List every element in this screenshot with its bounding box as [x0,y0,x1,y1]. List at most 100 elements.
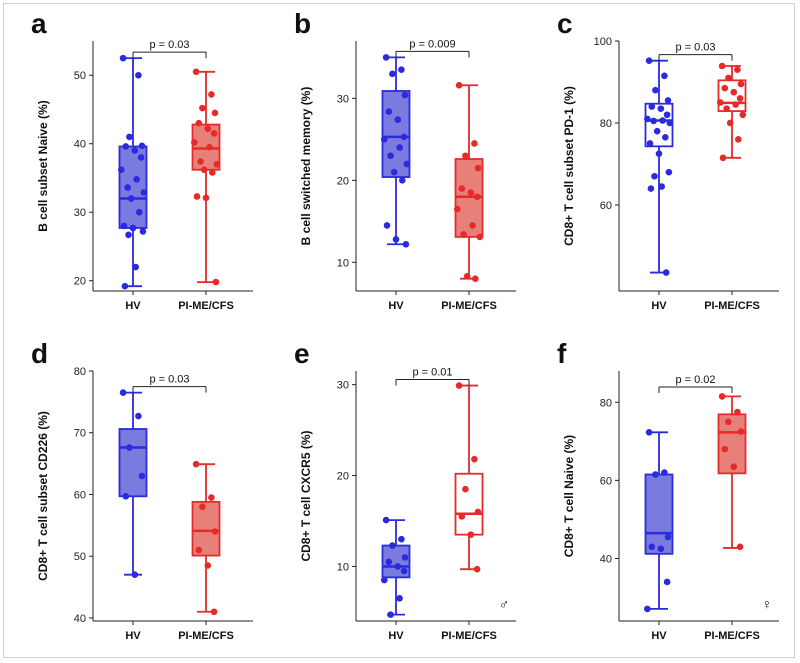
data-point [381,136,388,143]
data-point [394,116,402,123]
panel-letter: e [294,338,310,369]
x-tick-label: HV [125,630,141,642]
y-axis-label: B cell switched memory (%) [299,87,313,246]
x-tick-label: HV [388,300,404,312]
data-point [737,80,745,88]
box-hv [118,428,148,498]
data-point [651,172,658,180]
panel-letter: c [557,8,573,39]
p-value-label: p = 0.03 [149,374,189,386]
data-point [136,208,143,216]
y-tick-label: 70 [74,428,86,440]
data-point [730,463,738,471]
data-point [657,545,665,553]
data-point [399,177,406,184]
x-tick-label: PI-ME/CFS [704,630,760,642]
y-axis-label: CD8+ T cell CXCR5 (%) [299,430,313,561]
data-point [211,109,219,117]
y-tick-label: 10 [337,257,349,269]
data-point [118,166,125,174]
data-point [124,184,131,191]
data-point [192,460,200,468]
y-tick-label: 20 [337,175,349,187]
data-point [119,54,127,62]
data-point [381,576,388,584]
y-axis-label: B cell subset Naive (%) [36,100,50,231]
data-point [389,542,396,549]
data-point [455,382,463,389]
y-tick-label: 60 [600,200,612,212]
data-point [467,531,475,538]
data-point [739,111,747,119]
data-point [652,86,659,94]
male-symbol-icon: ♂ [499,596,510,612]
panel-f: f CD8+ T cell Naive (%) 40 60 80 HV PI-ME/CFS p… [557,338,779,642]
x-tick-label: PI-ME/CFS [178,630,234,642]
data-point [402,240,410,248]
x-tick-label: HV [388,630,404,642]
data-point [138,142,146,150]
data-point [122,493,130,500]
data-point [662,134,669,141]
p-value-label: p = 0.03 [149,39,189,51]
data-point [662,269,670,276]
data-point [471,455,478,463]
data-point [473,565,481,573]
x-tick-label: HV [651,630,667,642]
data-point [721,445,729,453]
y-tick-label: 40 [600,554,612,566]
data-point [398,535,405,543]
panel-letter: b [294,8,311,39]
data-point [121,282,129,290]
y-tick-label: 50 [74,70,86,82]
data-point [211,528,219,535]
data-point [655,150,663,158]
data-point [125,231,132,239]
data-point [392,236,400,243]
panel-e: e CD8+ T cell CXCR5 (%) 10 20 30 HV PI-ME/CFS p… [294,338,516,642]
panel-d: d CD8+ T cell subset CD226 (%) 40 50 60 70 80 H… [31,338,253,642]
data-point [657,105,665,112]
data-point [732,101,739,108]
y-tick-label: 40 [74,139,86,151]
data-point [719,154,727,162]
data-point [463,272,471,280]
p-value-label: p = 0.02 [675,374,715,386]
data-point [385,558,393,566]
data-point [462,152,469,160]
data-point [206,143,213,151]
panel-letter: d [31,338,48,369]
data-point [390,168,398,176]
data-point [659,117,666,124]
y-tick-label: 60 [74,489,86,501]
p-value-label: p = 0.03 [675,42,715,54]
data-point [132,263,139,271]
data-point [737,428,745,435]
data-point [403,160,411,168]
box-pi-me/cfs [717,413,747,475]
data-point [382,54,390,61]
x-tick-label: PI-ME/CFS [441,300,497,312]
data-point [725,418,732,426]
data-point [658,183,665,190]
data-point [139,228,147,235]
box-pi-me/cfs [454,472,484,536]
data-point [126,444,133,451]
data-point [193,193,201,200]
data-point [718,393,726,400]
y-tick-label: 50 [74,551,86,563]
data-point [648,543,656,551]
y-tick-label: 80 [600,397,612,409]
data-point [396,594,403,602]
data-point [455,81,463,89]
data-point [394,563,402,570]
data-point [467,189,475,196]
x-tick-label: HV [651,300,667,312]
data-point [140,189,148,196]
x-tick-label: PI-ME/CFS [704,300,760,312]
data-point [648,103,656,110]
data-point [458,513,466,520]
y-axis-label: CD8+ T cell subset CD226 (%) [36,411,50,581]
data-point [469,222,476,229]
